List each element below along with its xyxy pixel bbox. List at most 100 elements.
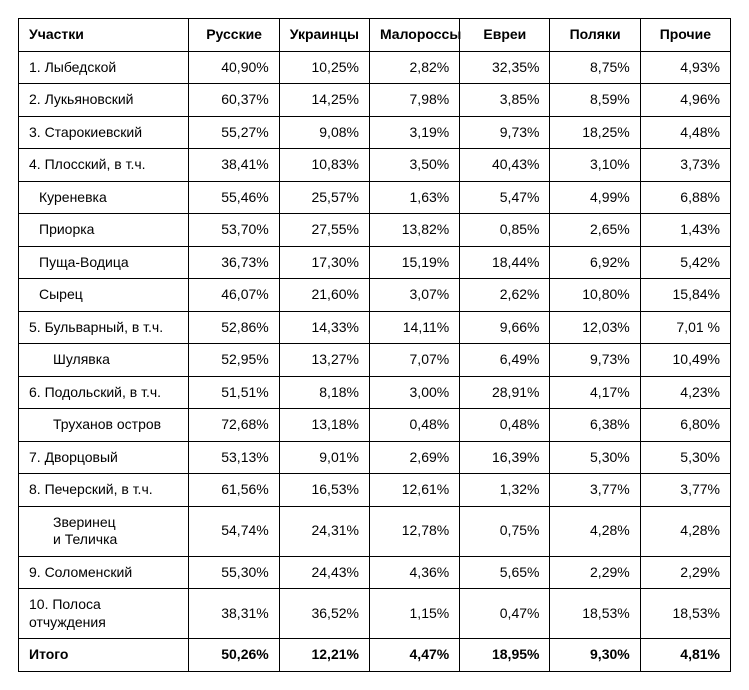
cell-value: 55,46% (189, 181, 279, 214)
table-total-row: Итого50,26%12,21%4,47%18,95%9,30%4,81% (19, 639, 731, 672)
cell-value: 9,08% (279, 116, 369, 149)
table-row: 6. Подольский, в т.ч.51,51%8,18%3,00%28,… (19, 376, 731, 409)
cell-value: 5,30% (640, 441, 730, 474)
cell-value: 55,27% (189, 116, 279, 149)
cell-value: 7,01 % (640, 311, 730, 344)
total-value: 9,30% (550, 639, 640, 672)
cell-value: 3,10% (550, 149, 640, 182)
table-row: 4. Плосский, в т.ч.38,41%10,83%3,50%40,4… (19, 149, 731, 182)
row-label: Приорка (19, 214, 189, 247)
cell-value: 54,74% (189, 506, 279, 556)
cell-value: 24,43% (279, 556, 369, 589)
cell-value: 3,77% (550, 474, 640, 507)
cell-value: 21,60% (279, 279, 369, 312)
cell-value: 38,41% (189, 149, 279, 182)
cell-value: 0,48% (369, 409, 459, 442)
cell-value: 18,44% (460, 246, 550, 279)
col-header-pol: Поляки (550, 19, 640, 52)
cell-value: 2,82% (369, 51, 459, 84)
table-row: Сырец46,07%21,60%3,07%2,62%10,80%15,84% (19, 279, 731, 312)
cell-value: 6,88% (640, 181, 730, 214)
total-value: 50,26% (189, 639, 279, 672)
row-label: Куреневка (19, 181, 189, 214)
cell-value: 3,19% (369, 116, 459, 149)
cell-value: 3,77% (640, 474, 730, 507)
cell-value: 5,47% (460, 181, 550, 214)
total-label: Итого (19, 639, 189, 672)
cell-value: 14,11% (369, 311, 459, 344)
total-value: 18,95% (460, 639, 550, 672)
cell-value: 0,85% (460, 214, 550, 247)
cell-value: 2,65% (550, 214, 640, 247)
cell-value: 4,99% (550, 181, 640, 214)
row-label: Шулявка (19, 344, 189, 377)
cell-value: 4,23% (640, 376, 730, 409)
cell-value: 9,66% (460, 311, 550, 344)
row-label: 2. Лукьяновский (19, 84, 189, 117)
cell-value: 6,80% (640, 409, 730, 442)
cell-value: 5,30% (550, 441, 640, 474)
cell-value: 14,25% (279, 84, 369, 117)
cell-value: 5,42% (640, 246, 730, 279)
cell-value: 12,03% (550, 311, 640, 344)
col-header-district: Участки (19, 19, 189, 52)
cell-value: 2,69% (369, 441, 459, 474)
cell-value: 27,55% (279, 214, 369, 247)
cell-value: 4,28% (640, 506, 730, 556)
cell-value: 12,61% (369, 474, 459, 507)
cell-value: 51,51% (189, 376, 279, 409)
row-label: 9. Соломенский (19, 556, 189, 589)
row-label: 4. Плосский, в т.ч. (19, 149, 189, 182)
cell-value: 4,28% (550, 506, 640, 556)
cell-value: 3,07% (369, 279, 459, 312)
table-row: 1. Лыбедской40,90%10,25%2,82%32,35%8,75%… (19, 51, 731, 84)
table-header-row: Участки Русские Украинцы Малороссы Евреи… (19, 19, 731, 52)
cell-value: 13,18% (279, 409, 369, 442)
table-row: 3. Старокиевский55,27%9,08%3,19%9,73%18,… (19, 116, 731, 149)
ethnic-districts-table: Участки Русские Украинцы Малороссы Евреи… (18, 18, 731, 672)
col-header-malor: Малороссы (369, 19, 459, 52)
cell-value: 18,25% (550, 116, 640, 149)
cell-value: 72,68% (189, 409, 279, 442)
cell-value: 10,25% (279, 51, 369, 84)
row-label: Труханов остров (19, 409, 189, 442)
cell-value: 36,52% (279, 589, 369, 639)
table-row: 10. Полоса отчуждения38,31%36,52%1,15%0,… (19, 589, 731, 639)
table-row: 9. Соломенский55,30%24,43%4,36%5,65%2,29… (19, 556, 731, 589)
cell-value: 18,53% (550, 589, 640, 639)
cell-value: 14,33% (279, 311, 369, 344)
cell-value: 6,92% (550, 246, 640, 279)
cell-value: 60,37% (189, 84, 279, 117)
cell-value: 2,29% (640, 556, 730, 589)
cell-value: 8,75% (550, 51, 640, 84)
row-label: 7. Дворцовый (19, 441, 189, 474)
table-row: Приорка53,70%27,55%13,82%0,85%2,65%1,43% (19, 214, 731, 247)
table-row: Труханов остров72,68%13,18%0,48%0,48%6,3… (19, 409, 731, 442)
cell-value: 36,73% (189, 246, 279, 279)
cell-value: 4,96% (640, 84, 730, 117)
cell-value: 13,27% (279, 344, 369, 377)
col-header-ukr: Украинцы (279, 19, 369, 52)
cell-value: 6,38% (550, 409, 640, 442)
cell-value: 55,30% (189, 556, 279, 589)
cell-value: 3,85% (460, 84, 550, 117)
cell-value: 9,73% (460, 116, 550, 149)
cell-value: 1,15% (369, 589, 459, 639)
table-row: 8. Печерский, в т.ч.61,56%16,53%12,61%1,… (19, 474, 731, 507)
cell-value: 25,57% (279, 181, 369, 214)
cell-value: 15,19% (369, 246, 459, 279)
cell-value: 46,07% (189, 279, 279, 312)
cell-value: 3,73% (640, 149, 730, 182)
cell-value: 0,75% (460, 506, 550, 556)
cell-value: 16,53% (279, 474, 369, 507)
cell-value: 13,82% (369, 214, 459, 247)
cell-value: 40,43% (460, 149, 550, 182)
cell-value: 4,48% (640, 116, 730, 149)
row-label: 3. Старокиевский (19, 116, 189, 149)
total-value: 12,21% (279, 639, 369, 672)
table-row: 7. Дворцовый53,13%9,01%2,69%16,39%5,30%5… (19, 441, 731, 474)
row-label: 8. Печерский, в т.ч. (19, 474, 189, 507)
cell-value: 4,36% (369, 556, 459, 589)
cell-value: 8,18% (279, 376, 369, 409)
table-row: Зверинец и Теличка54,74%24,31%12,78%0,75… (19, 506, 731, 556)
